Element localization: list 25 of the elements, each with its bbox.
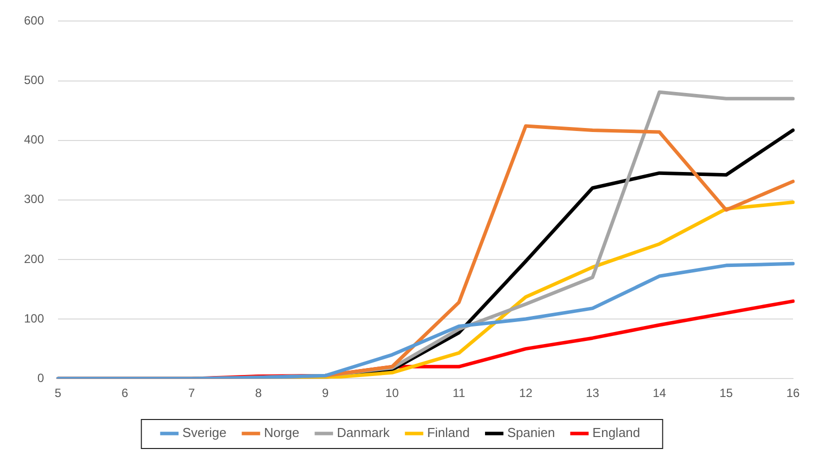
x-tick-label: 11	[452, 386, 466, 400]
y-tick-label: 100	[24, 311, 44, 326]
x-tick-label: 16	[786, 386, 800, 400]
y-tick-label: 300	[24, 192, 44, 206]
legend-label: Sverige	[182, 425, 226, 440]
x-tick-label: 8	[255, 386, 262, 400]
legend-label: Norge	[264, 425, 300, 440]
x-tick-label: 6	[121, 386, 128, 400]
y-tick-label: 600	[24, 14, 44, 28]
y-tick-label: 500	[24, 73, 44, 88]
y-tick-label: 400	[24, 132, 44, 147]
x-tick-label: 14	[652, 386, 666, 400]
legend-label: Spanien	[507, 425, 555, 440]
x-tick-label: 10	[385, 386, 400, 400]
legend-label: England	[592, 425, 640, 440]
legend-label: Danmark	[336, 425, 390, 440]
x-tick-label: 7	[188, 386, 196, 400]
legend-label: Finland	[427, 425, 470, 440]
x-tick-label: 5	[54, 386, 62, 400]
y-tick-label: 0	[37, 370, 44, 385]
x-tick-label: 13	[586, 386, 600, 400]
x-tick-label: 9	[322, 386, 329, 400]
x-tick-label: 15	[720, 386, 734, 400]
y-tick-label: 200	[24, 252, 44, 266]
x-tick-label: 12	[519, 386, 533, 400]
